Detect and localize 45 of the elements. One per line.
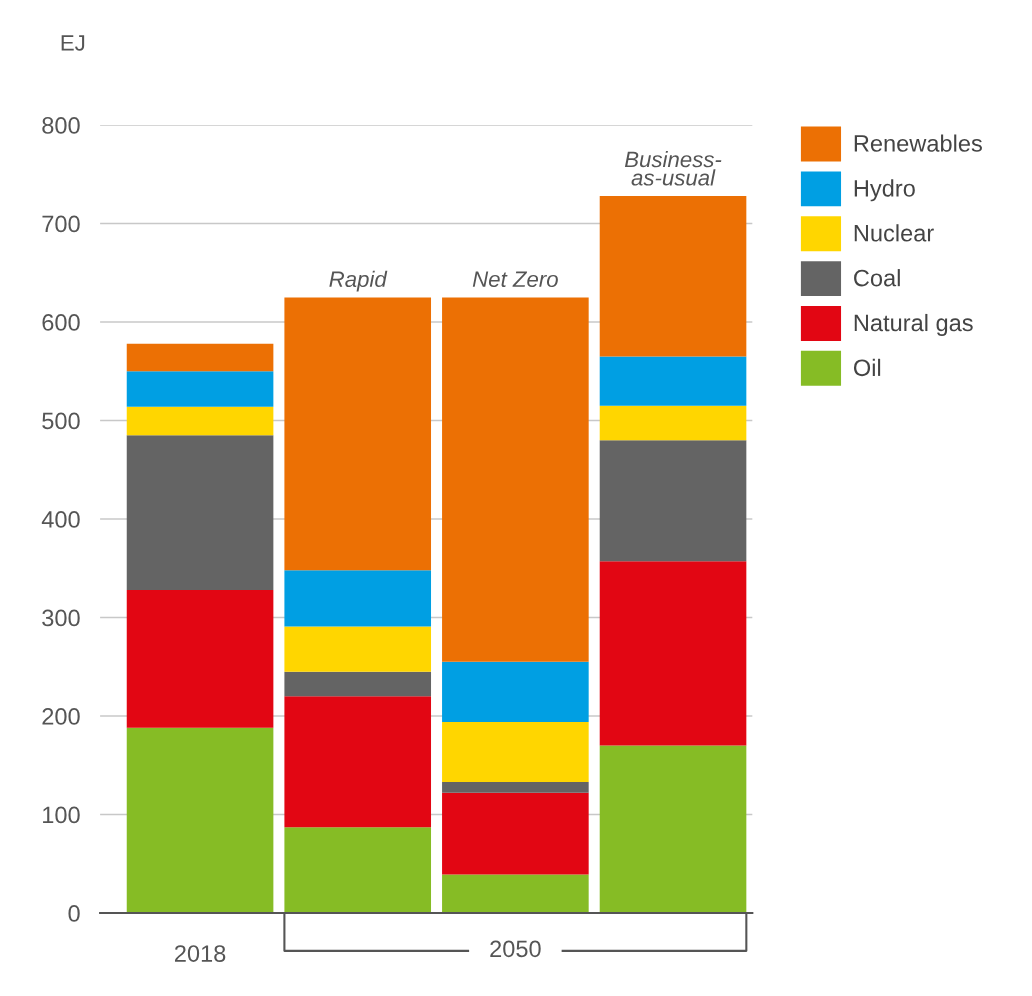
legend-label: Hydro [854,179,915,202]
y-tick-label: 600 [42,314,80,331]
bar [284,671,432,697]
bar [284,297,432,571]
bar [284,696,432,828]
bar [284,626,432,672]
bar [442,297,589,662]
y-tick-label: 700 [42,215,80,233]
legend-label: Natural gas [854,313,973,336]
y-axis-title: EJ [61,35,85,51]
legend-label: Oil [853,358,881,377]
legend-label: Nuclear [854,224,934,242]
y-tick-label: 500 [42,412,80,430]
x-tick-label: 2018 [174,945,226,962]
y-tick-label: 300 [42,609,80,627]
y-tick-label: 100 [43,806,80,824]
text: 2050 [490,940,541,958]
bar [442,782,589,793]
bar [599,195,747,357]
bar [599,356,747,406]
y-tick-label: 400 [41,511,80,528]
bar [126,371,274,407]
bar [442,874,589,914]
bar [126,589,274,728]
bar [126,727,274,914]
x-tick-label: Business-as-usual [624,151,722,186]
bar [599,405,747,441]
bar [126,435,274,590]
legend-label: Coal [854,269,900,287]
bar [599,561,747,746]
y-tick-label: 200 [42,708,80,725]
x-tick-label: Rapid [329,270,388,292]
bar [284,827,432,914]
bar [599,745,747,914]
y-tick-label: 0 [68,905,80,922]
bar [126,406,274,436]
x-tick-label: Net Zero [472,271,558,288]
bar [442,661,589,722]
bar [126,343,274,372]
bar [284,570,432,627]
bar [442,792,589,875]
legend-label: Renewables [854,134,982,152]
bar [442,721,589,783]
y-tick-label: 800 [42,117,80,134]
bar [599,440,747,562]
